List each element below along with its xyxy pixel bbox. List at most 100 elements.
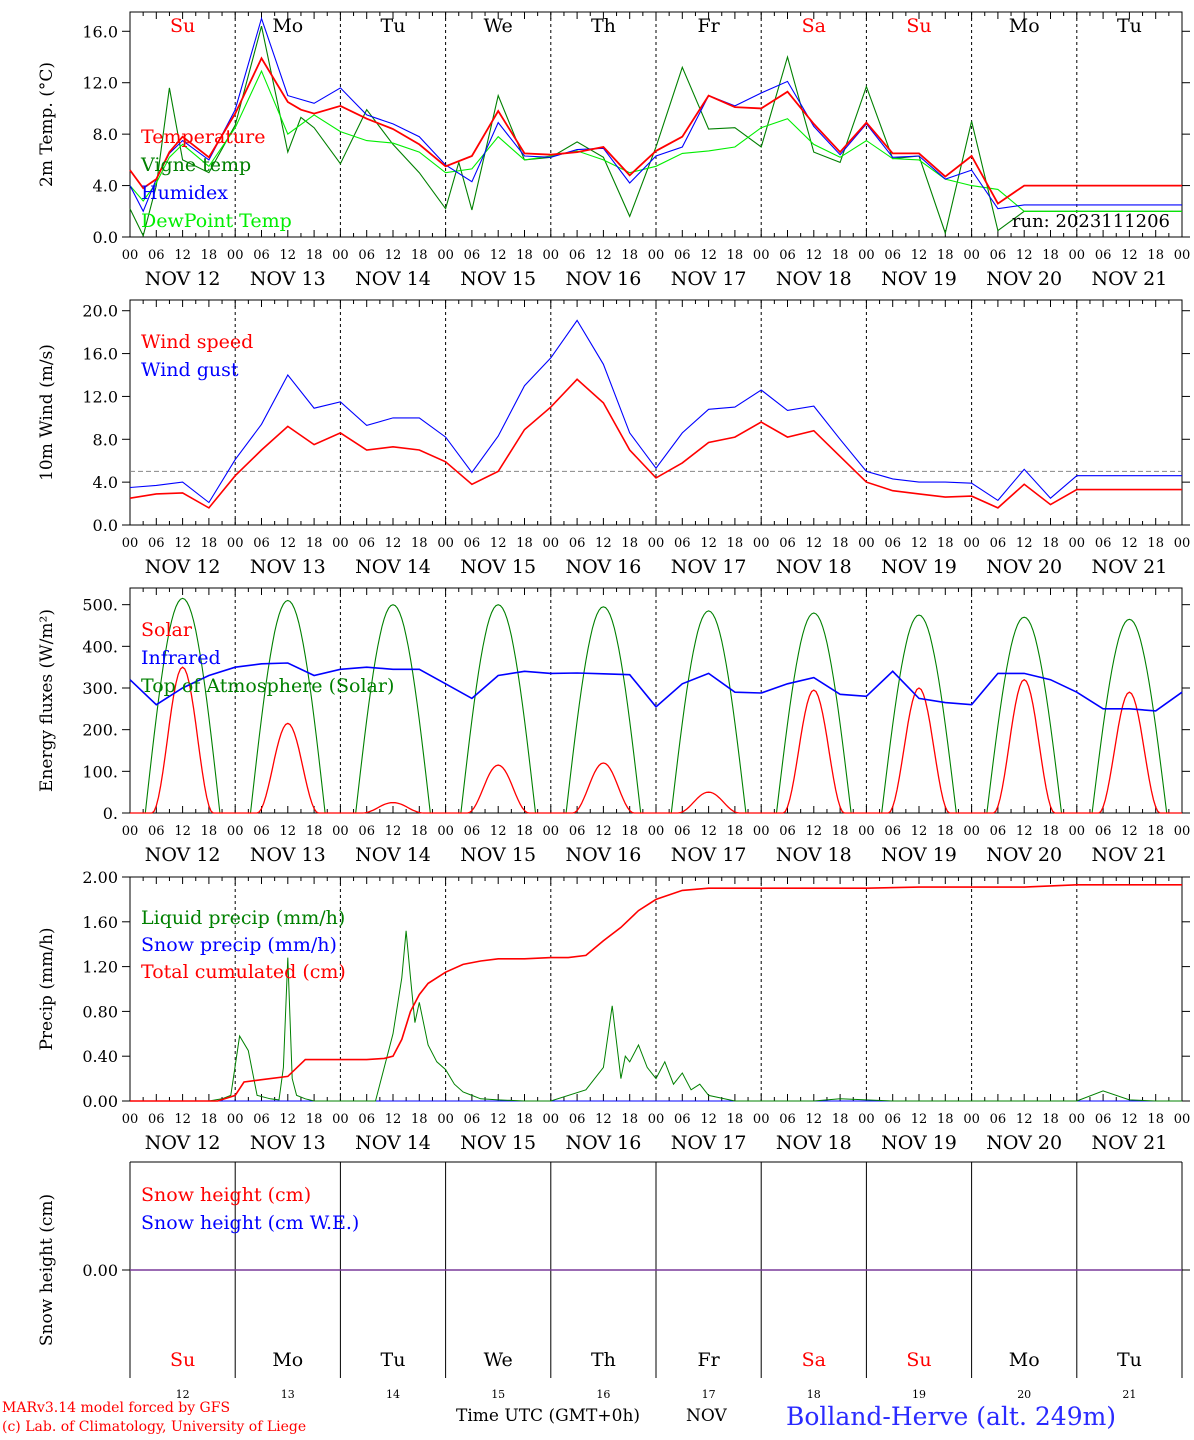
solar-bell	[550, 762, 656, 814]
series-line-2	[129, 16, 1182, 213]
series-line-0	[129, 56, 1182, 205]
date-label: NOV 17	[671, 268, 747, 290]
day-number-label: 15	[491, 1388, 505, 1401]
weekday-label: Fr	[697, 1349, 720, 1371]
hour-tick-label: 12	[385, 536, 402, 551]
y-tick-label: 1.20	[82, 958, 118, 977]
date-label: NOV 19	[881, 556, 957, 578]
y-tick-label: 12.0	[82, 74, 118, 93]
hour-tick-label: 12	[280, 824, 297, 839]
hour-tick-label: 00	[1174, 536, 1191, 551]
date-label: NOV 20	[986, 844, 1062, 866]
hour-tick-label: 18	[1042, 248, 1059, 263]
panel-5: 0.00 Snow height (cm) Snow height (cm) Snow…	[37, 1161, 1190, 1401]
hour-tick-label: 06	[464, 536, 481, 551]
day-number-label: 21	[1122, 1388, 1136, 1401]
hour-tick-label: 18	[621, 248, 638, 263]
hour-tick-label: 12	[700, 536, 717, 551]
hour-tick-label: 18	[1147, 1112, 1164, 1127]
hour-tick-label: 18	[1042, 824, 1059, 839]
hour-tick-label: 00	[1174, 824, 1191, 839]
hour-tick-label: 00	[963, 1112, 980, 1127]
hour-tick-label: 00	[753, 1112, 770, 1127]
hour-tick-label: 06	[148, 536, 165, 551]
legend-entry: Wind gust	[141, 359, 239, 381]
hour-tick-label: 12	[174, 824, 191, 839]
date-label: NOV 20	[986, 556, 1062, 578]
hour-tick-label: 00	[122, 824, 139, 839]
date-label: NOV 20	[986, 1132, 1062, 1154]
weekday-label: Tu	[1117, 1349, 1142, 1371]
solar-bell	[866, 687, 972, 814]
hour-tick-label: 06	[464, 1112, 481, 1127]
date-label: NOV 14	[355, 268, 431, 290]
hour-tick-label: 12	[1121, 248, 1138, 263]
weekday-label: We	[484, 1349, 513, 1371]
y-tick-label: 0.40	[82, 1047, 118, 1066]
hour-tick-label: 00	[437, 1112, 454, 1127]
hour-tick-label: 18	[727, 824, 744, 839]
hour-tick-label: 18	[621, 824, 638, 839]
weekday-label: We	[484, 15, 513, 37]
legend-entry: DewPoint Temp	[141, 210, 292, 232]
weekday-label: Th	[591, 1349, 616, 1371]
hour-tick-label: 18	[1042, 1112, 1059, 1127]
hour-tick-label: 12	[595, 248, 612, 263]
hour-tick-label: 18	[832, 1112, 849, 1127]
panel-1: 0.0 4.0 8.0 12.0 16.0 2m Temp. (°C) Su Mo Tu We Th…	[37, 11, 1190, 290]
hour-tick-label: 12	[1016, 248, 1033, 263]
date-label: NOV 19	[881, 1132, 957, 1154]
hour-tick-label: 12	[174, 248, 191, 263]
date-label: NOV 12	[145, 268, 221, 290]
panel-2: 0.0 4.0 8.0 12.0 16.0 20.0 10m Wind (m/s) Wind …	[37, 299, 1191, 578]
date-label: NOV 21	[1091, 268, 1167, 290]
y-tick-label: 0.00	[82, 1092, 118, 1111]
hour-tick-label: 00	[858, 1112, 875, 1127]
hour-tick-label: 00	[332, 824, 349, 839]
hour-tick-label: 12	[1121, 536, 1138, 551]
date-label: NOV 12	[145, 844, 221, 866]
series-line-infrared	[129, 662, 1183, 712]
legend-entry: Liquid precip (mm/h)	[141, 907, 345, 929]
hour-tick-label: 00	[1069, 248, 1086, 263]
hour-tick-label: 00	[122, 1112, 139, 1127]
hour-tick-label: 00	[543, 824, 560, 839]
series-line-cumulated	[130, 883, 1182, 1102]
legend-entry: Total cumulated (cm)	[141, 961, 346, 983]
hour-tick-label: 12	[385, 824, 402, 839]
hour-tick-label: 18	[306, 248, 323, 263]
date-label: NOV 16	[565, 844, 641, 866]
hour-tick-label: 06	[674, 824, 691, 839]
hour-tick-label: 00	[437, 824, 454, 839]
hour-tick-label: 00	[122, 248, 139, 263]
hour-tick-label: 06	[990, 1112, 1007, 1127]
hour-tick-label: 00	[753, 536, 770, 551]
date-label: NOV 15	[460, 844, 536, 866]
day-number-label: 17	[702, 1388, 716, 1401]
hour-tick-label: 12	[490, 248, 507, 263]
solar-bell	[445, 764, 551, 814]
hour-tick-label: 00	[1174, 1112, 1191, 1127]
weekday-label: Su	[170, 15, 195, 37]
hour-tick-label: 00	[1069, 1112, 1086, 1127]
hour-tick-label: 00	[648, 536, 665, 551]
hour-tick-label: 00	[227, 536, 244, 551]
date-label: NOV 16	[565, 556, 641, 578]
hour-tick-label: 12	[911, 536, 928, 551]
hour-tick-label: 12	[911, 824, 928, 839]
y-tick-label: 8.0	[93, 430, 118, 449]
date-label: NOV 19	[881, 268, 957, 290]
weekday-label: Mo	[272, 1349, 303, 1371]
panel-4: 0.00 0.40 0.80 1.20 1.60 2.00 Precip (mm/h) Liq…	[37, 868, 1190, 1154]
date-label: NOV 19	[881, 844, 957, 866]
legend-entry: Snow height (cm)	[141, 1184, 311, 1206]
panel-3: 0. 100. 200. 300. 400. 500. Energy fluxes (W/m…	[37, 587, 1191, 866]
date-label: NOV 21	[1091, 1132, 1167, 1154]
date-label: NOV 13	[250, 844, 326, 866]
hour-tick-label: 12	[911, 1112, 928, 1127]
date-label: NOV 18	[776, 268, 852, 290]
hour-tick-label: 06	[674, 536, 691, 551]
hour-tick-label: 12	[700, 248, 717, 263]
y-axis-label: 2m Temp. (°C)	[37, 62, 57, 187]
